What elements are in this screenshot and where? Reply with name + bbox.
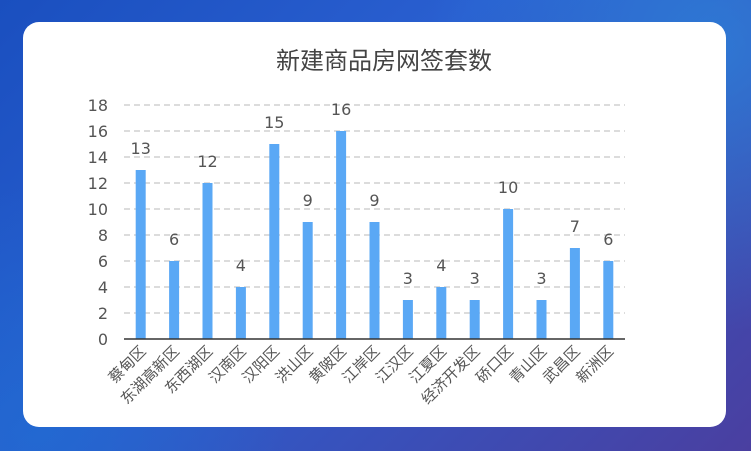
data-label: 7 bbox=[570, 217, 580, 236]
bar bbox=[436, 287, 447, 339]
y-tick-label: 0 bbox=[98, 330, 108, 349]
data-label: 12 bbox=[197, 152, 217, 171]
data-label: 4 bbox=[236, 256, 246, 275]
data-label: 10 bbox=[498, 178, 518, 197]
data-label: 13 bbox=[131, 139, 151, 158]
bar bbox=[135, 170, 146, 339]
bars bbox=[135, 131, 614, 339]
bar bbox=[569, 248, 580, 339]
data-label: 3 bbox=[403, 269, 413, 288]
x-tick-label: 汉阳区 bbox=[239, 342, 284, 387]
bar bbox=[302, 222, 313, 339]
bar bbox=[369, 222, 380, 339]
data-label: 3 bbox=[536, 269, 546, 288]
data-label: 15 bbox=[264, 113, 284, 132]
x-tick-label: 新洲区 bbox=[573, 342, 618, 387]
x-tick-label: 洪山区 bbox=[272, 342, 317, 387]
bar bbox=[603, 261, 614, 339]
x-tick-label: 江岸区 bbox=[339, 342, 384, 387]
y-tick-label: 4 bbox=[98, 278, 108, 297]
bar bbox=[235, 287, 246, 339]
bar bbox=[169, 261, 180, 339]
x-tick-label: 汉南区 bbox=[205, 342, 250, 387]
y-tick-label: 12 bbox=[88, 174, 108, 193]
x-axis: 蔡甸区东湖高新区东西湖区汉南区汉阳区洪山区黄陂区江岸区江汉区江夏区经济开发区硚口… bbox=[105, 338, 625, 408]
y-tick-label: 18 bbox=[88, 96, 108, 115]
y-tick-label: 10 bbox=[88, 200, 108, 219]
bar bbox=[536, 300, 547, 339]
data-label: 6 bbox=[603, 230, 613, 249]
data-label: 4 bbox=[436, 256, 446, 275]
x-tick-label: 硚口区 bbox=[472, 342, 517, 387]
bar bbox=[336, 131, 347, 339]
bar bbox=[469, 300, 480, 339]
data-label: 16 bbox=[331, 100, 351, 119]
data-label: 3 bbox=[470, 269, 480, 288]
data-label: 6 bbox=[169, 230, 179, 249]
data-label: 9 bbox=[303, 191, 313, 210]
bar bbox=[503, 209, 514, 339]
y-tick-label: 8 bbox=[98, 226, 108, 245]
bar bbox=[202, 183, 213, 339]
y-axis: 0 2 4 6 8 10 12 14 16 18 bbox=[88, 96, 108, 349]
bar bbox=[402, 300, 413, 339]
y-tick-label: 2 bbox=[98, 304, 108, 323]
bar bbox=[269, 144, 280, 339]
data-label: 9 bbox=[369, 191, 379, 210]
data-labels: 13 6 12 4 15 9 16 9 3 4 3 10 3 7 6 bbox=[131, 100, 614, 288]
x-tick-label: 武昌区 bbox=[539, 342, 584, 387]
x-tick-label: 青山区 bbox=[506, 342, 551, 387]
x-tick-label: 黄陂区 bbox=[305, 342, 350, 387]
y-tick-label: 6 bbox=[98, 252, 108, 271]
chart-title: 新建商品房网签套数 bbox=[276, 47, 492, 75]
y-tick-label: 16 bbox=[88, 122, 108, 141]
x-tick-label: 江汉区 bbox=[372, 342, 417, 387]
y-tick-label: 14 bbox=[88, 148, 108, 167]
